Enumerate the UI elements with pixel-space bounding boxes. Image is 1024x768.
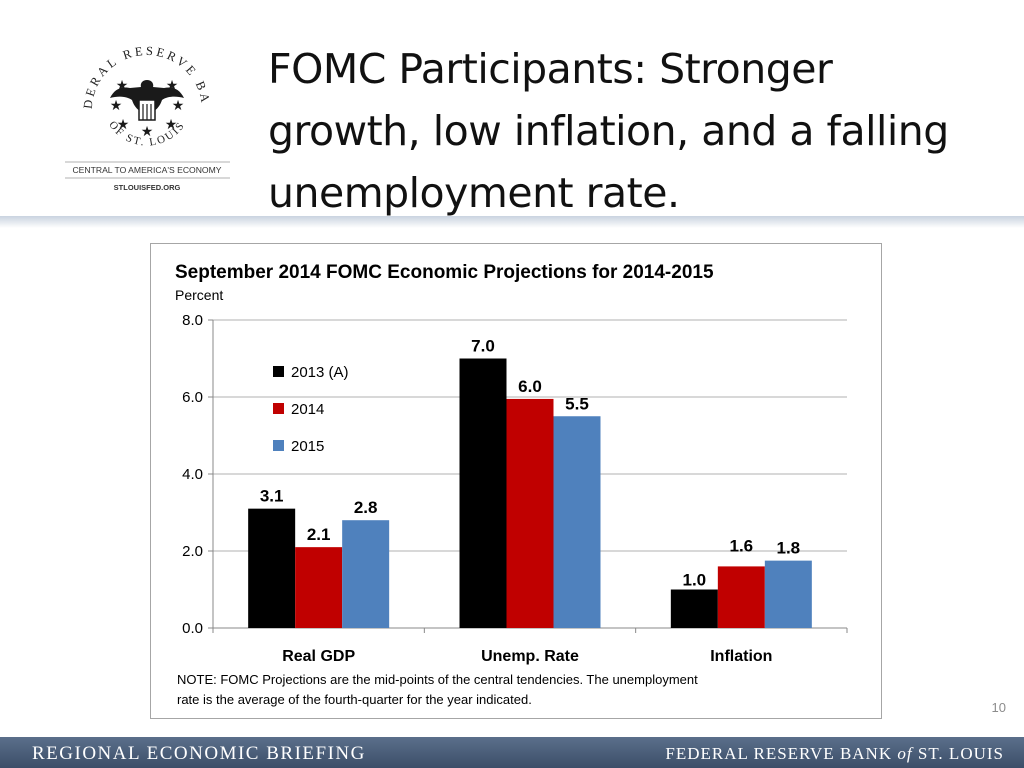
bar-chart: September 2014 FOMC Economic Projections… <box>175 262 848 707</box>
data-label: 1.0 <box>683 571 707 590</box>
bar-unemp-rate-2014 <box>506 398 554 628</box>
data-label: 2.1 <box>307 525 331 544</box>
footer-bar: REGIONAL ECONOMIC BRIEFING FEDERAL RESER… <box>0 737 1024 768</box>
slide-title-line: growth, low inflation, and a falling <box>268 107 949 155</box>
bar-real-gdp-2015 <box>342 520 390 628</box>
legend-label: 2015 <box>291 438 324 455</box>
star-icons: ★ ★ ★ ★ ★ ★ ★ <box>110 78 185 140</box>
svg-text:★: ★ <box>166 78 179 94</box>
footer-left-text: REGIONAL ECONOMIC BRIEFING <box>32 743 366 764</box>
x-category-label: Inflation <box>710 648 772 665</box>
chart-title: September 2014 FOMC Economic Projections… <box>175 262 714 283</box>
logo-url: STLOUISFED.ORG <box>114 183 181 192</box>
slide-title: FOMC Participants: Stronger growth, low … <box>268 38 1008 224</box>
y-tick-label: 0.0 <box>182 620 203 637</box>
bar-real-gdp-2013-a- <box>248 508 296 628</box>
data-label: 6.0 <box>518 377 542 396</box>
y-tick-label: 8.0 <box>182 312 203 329</box>
eagle-icon <box>110 80 184 121</box>
y-tick-label: 4.0 <box>182 466 203 483</box>
legend-swatch <box>273 403 284 414</box>
data-label: 2.8 <box>354 498 378 517</box>
bar-real-gdp-2014 <box>295 547 343 628</box>
legend-label: 2013 (A) <box>291 364 349 381</box>
legend-label: 2014 <box>291 401 324 418</box>
legend-swatch <box>273 366 284 377</box>
footer-city: ST. LOUIS <box>912 744 1004 763</box>
svg-text:★: ★ <box>172 98 185 114</box>
slide-title-line: unemployment rate. <box>268 169 680 217</box>
bar-unemp-rate-2015 <box>553 416 601 628</box>
data-label: 7.0 <box>471 337 495 356</box>
bar-unemp-rate-2013-a- <box>459 358 507 628</box>
data-label: 1.6 <box>730 536 754 555</box>
bar-inflation-2013-a- <box>670 589 718 628</box>
slide-title-line: FOMC Participants: Stronger <box>268 45 833 93</box>
footer-bank-name: FEDERAL RESERVE BANK <box>665 744 898 763</box>
chart-note-line: NOTE: FOMC Projections are the mid-point… <box>177 672 698 687</box>
svg-text:★: ★ <box>117 117 130 133</box>
svg-text:★: ★ <box>110 98 123 114</box>
y-axis-unit: Percent <box>175 287 223 303</box>
y-tick-label: 6.0 <box>182 389 203 406</box>
logo-tagline: CENTRAL TO AMERICA'S ECONOMY <box>72 165 221 175</box>
svg-text:★: ★ <box>116 78 129 94</box>
header-divider <box>0 216 1024 228</box>
footer-right-text: FEDERAL RESERVE BANK of ST. LOUIS <box>665 744 1004 764</box>
svg-text:★: ★ <box>141 124 154 140</box>
x-category-label: Real GDP <box>282 648 355 665</box>
footer-of: of <box>897 744 913 763</box>
chart-note-line: rate is the average of the fourth-quarte… <box>177 692 532 707</box>
page-number: 10 <box>991 700 1006 715</box>
bar-inflation-2015 <box>764 560 812 628</box>
x-category-label: Unemp. Rate <box>481 648 579 665</box>
chart-panel: September 2014 FOMC Economic Projections… <box>150 243 882 719</box>
seal-graphic: FEDERAL RESERVE BANK OF ST. LOUIS ★★ ★★ … <box>54 17 230 192</box>
svg-text:★: ★ <box>165 117 178 133</box>
data-label: 3.1 <box>260 487 284 506</box>
data-label: 1.8 <box>777 539 801 558</box>
y-tick-label: 2.0 <box>182 543 203 560</box>
bar-inflation-2014 <box>717 566 765 628</box>
data-label: 5.5 <box>565 394 589 413</box>
fed-st-louis-logo: FEDERAL RESERVE BANK OF ST. LOUIS ★★ ★★ … <box>54 17 235 198</box>
legend-swatch <box>273 440 284 451</box>
